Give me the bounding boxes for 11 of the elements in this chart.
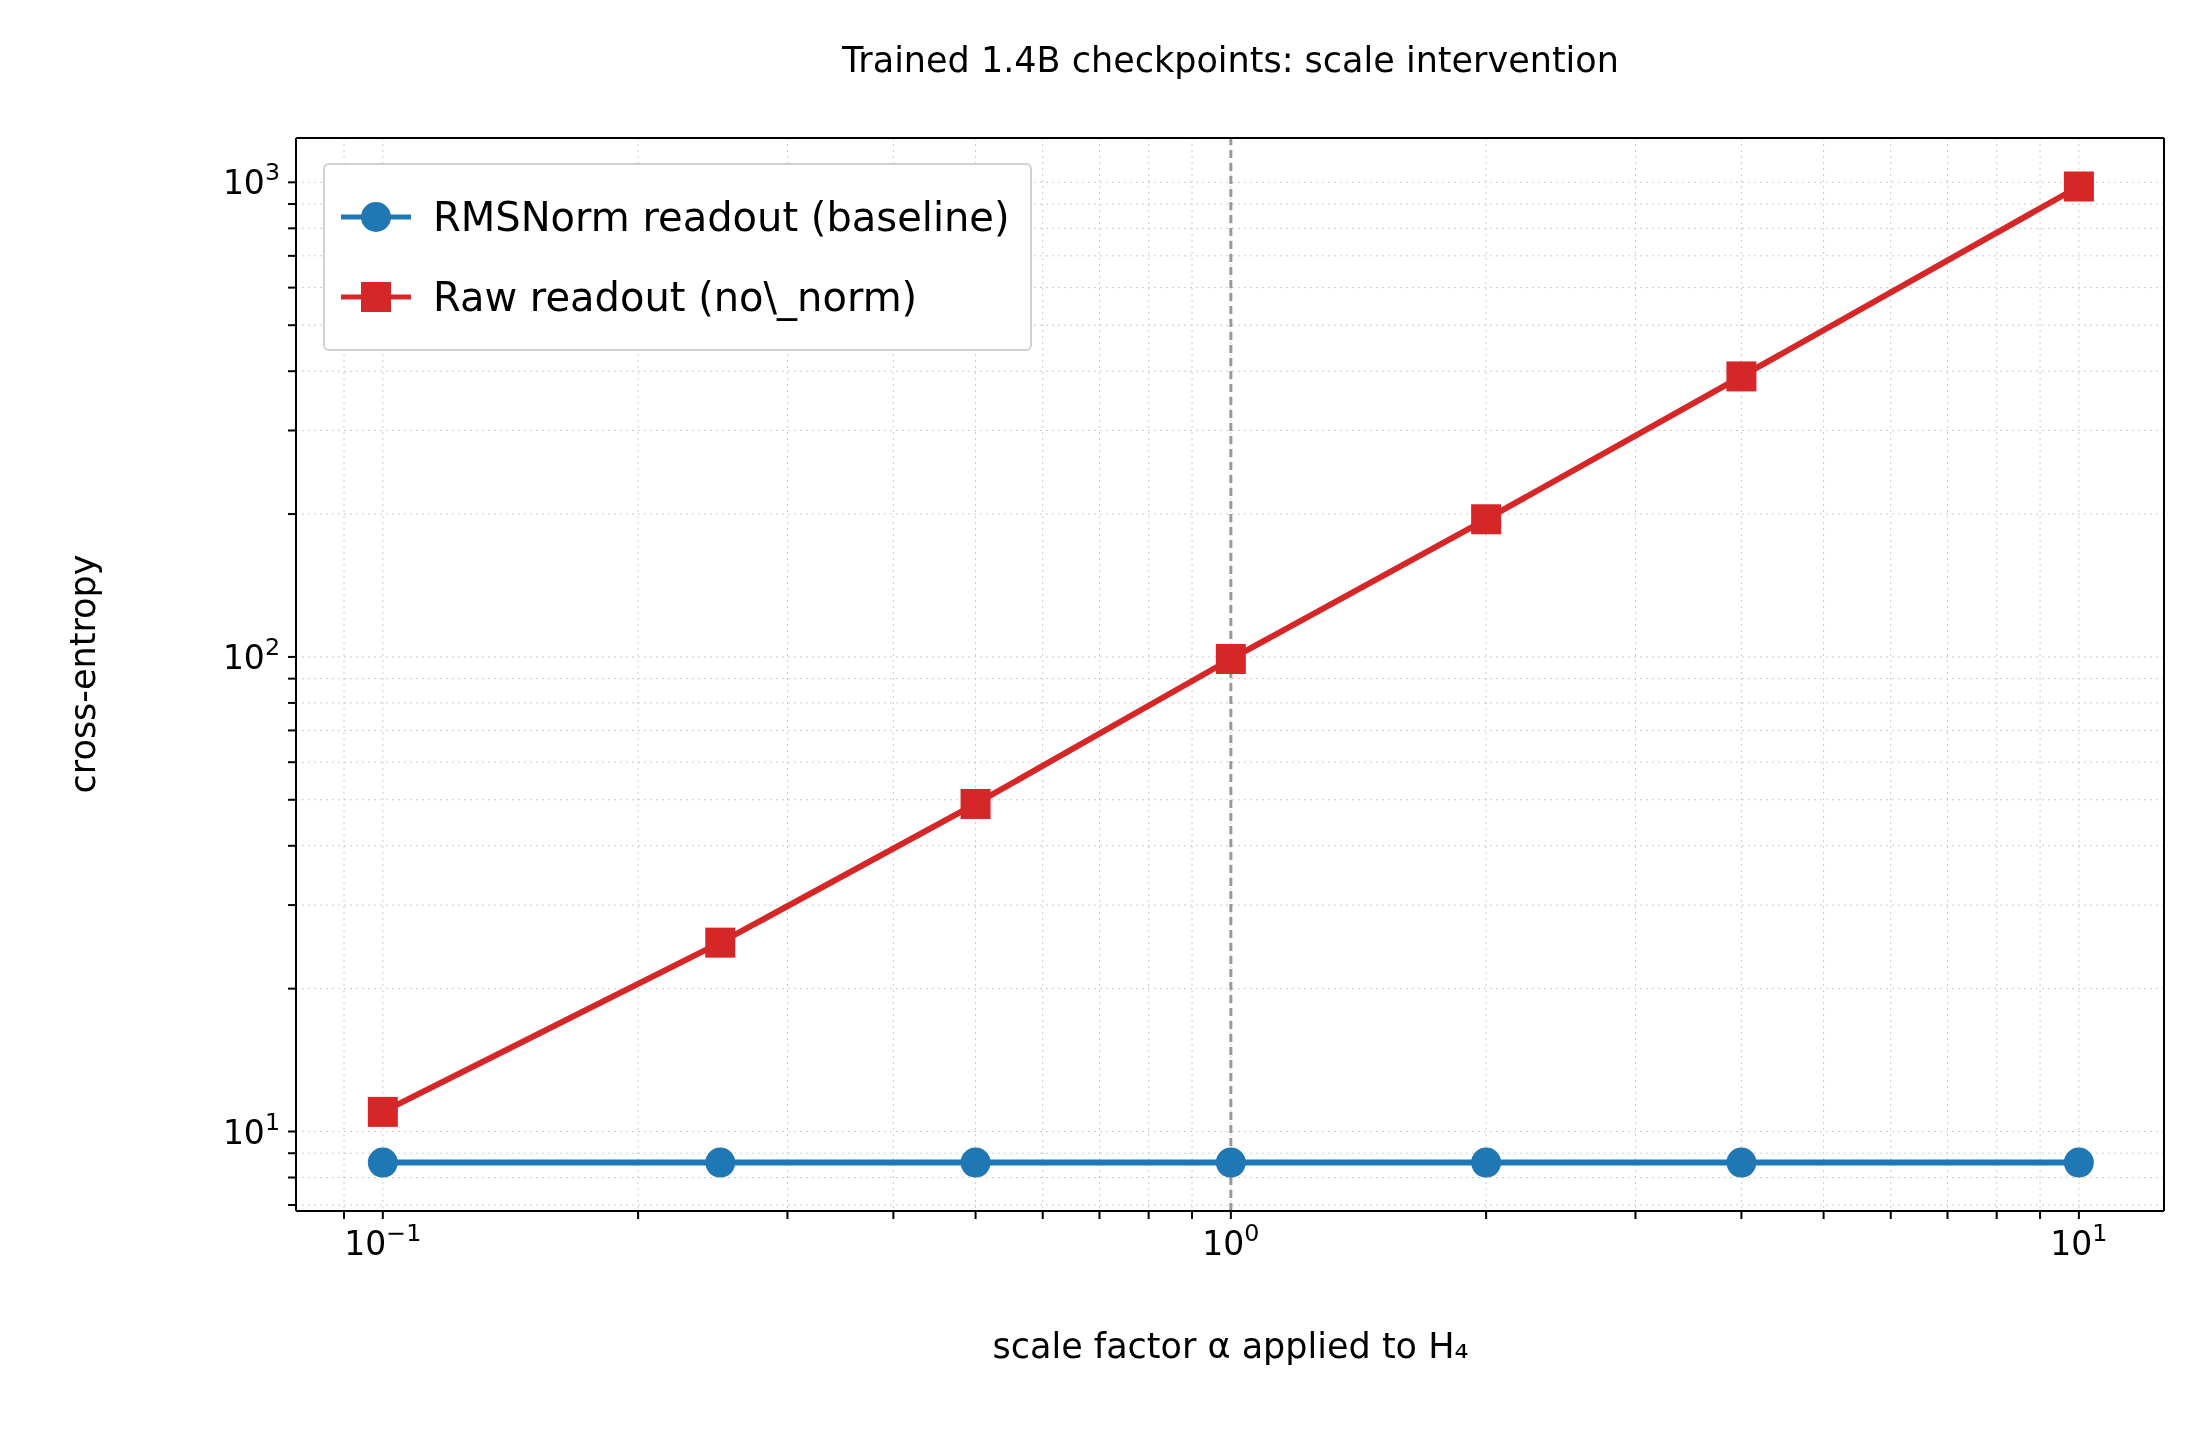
- x-tick-label: 10$^{1}$: [2050, 1219, 2108, 1263]
- legend-label: Raw readout (no\_norm): [433, 274, 918, 320]
- x-tick-label: 10$^{−1}$: [344, 1219, 422, 1263]
- x-tick-label: 10$^{0}$: [1202, 1219, 1260, 1263]
- y-tick-label: 10$^{3}$: [222, 158, 280, 203]
- x-axis-title: scale factor α applied to H₄: [991, 1326, 1470, 1366]
- chart-title: Trained 1.4B checkpoints: scale intervention: [841, 40, 1620, 80]
- y-tick-label: 10$^{2}$: [222, 632, 280, 677]
- y-tick-label: 10$^{1}$: [222, 1107, 280, 1152]
- y-axis-title: cross-entropy: [63, 554, 103, 794]
- legend-label: RMSNorm readout (baseline): [433, 194, 1010, 240]
